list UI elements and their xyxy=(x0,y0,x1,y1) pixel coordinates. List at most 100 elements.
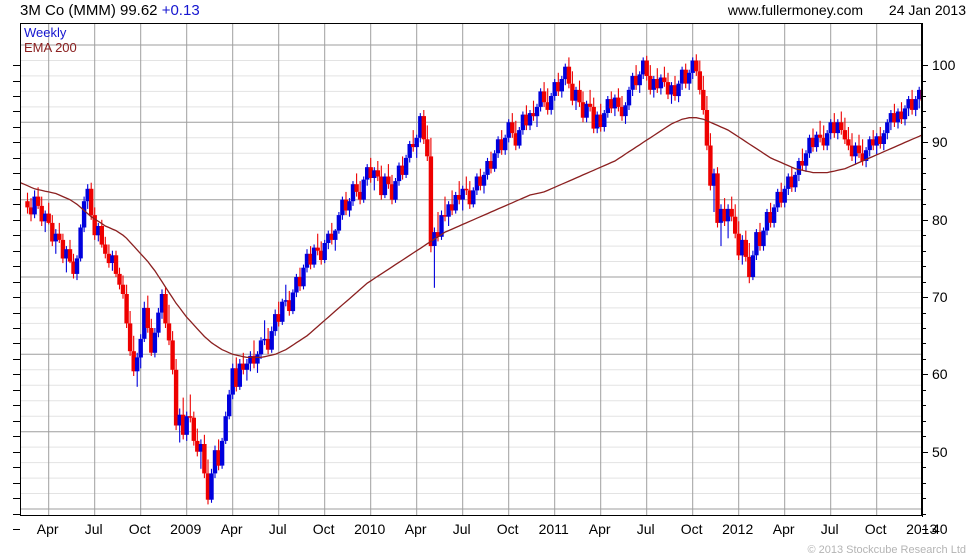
x-axis-label: 2011 xyxy=(538,521,569,537)
x-axis-label: Apr xyxy=(772,521,795,537)
price-change: +0.13 xyxy=(161,2,200,19)
y-axis-left-tick xyxy=(13,250,20,252)
y-axis-left-tick xyxy=(13,142,20,144)
x-axis-label: Jul xyxy=(636,521,655,537)
y-axis-left-tick xyxy=(13,95,20,97)
y-axis-left-tick xyxy=(13,420,20,422)
y-axis-left-tick xyxy=(13,405,20,407)
y-axis-label: 80 xyxy=(932,211,948,228)
candlestick-series xyxy=(21,54,921,505)
x-axis-label: Oct xyxy=(680,521,703,537)
y-axis-left-tick xyxy=(13,266,20,268)
y-axis-label: 100 xyxy=(932,57,956,73)
chart-date: 24 Jan 2013 xyxy=(888,2,966,18)
x-axis-label: Apr xyxy=(36,521,59,537)
y-axis-tick xyxy=(922,358,926,360)
y-axis-left-tick xyxy=(13,451,20,453)
y-axis-tick xyxy=(922,312,926,314)
x-axis-label: 2010 xyxy=(354,521,386,537)
x-axis: Apr Jul Oct 2009 Apr Jul Oct 2010 Apr Jul Oct 2011 A… xyxy=(20,516,937,546)
y-axis-left-tick xyxy=(13,436,20,438)
x-axis-label: 2012 xyxy=(722,521,754,537)
y-axis-line xyxy=(922,23,923,517)
y-axis-label: 70 xyxy=(932,289,948,305)
x-axis-label: 2009 xyxy=(170,521,202,537)
y-axis-tick xyxy=(922,327,926,329)
y-axis-tick xyxy=(922,80,926,82)
x-axis-label: Jul xyxy=(268,521,287,537)
y-axis-tick xyxy=(922,420,926,422)
y-axis-tick xyxy=(922,173,926,175)
y-axis-tick xyxy=(922,188,926,190)
y-axis-tick xyxy=(922,405,926,407)
plot-inner xyxy=(21,24,921,515)
x-axis-label: Apr xyxy=(404,521,427,537)
y-axis-tick xyxy=(922,235,926,237)
y-axis-left-tick xyxy=(13,111,20,113)
chart-header: 3M Co (MMM) 99.62 +0.13 www.fullermoney.… xyxy=(0,0,980,23)
y-axis-left-tick xyxy=(13,126,20,128)
y-axis-tick xyxy=(922,297,928,298)
copyright-notice: © 2013 Stockcube Research Ltd xyxy=(807,544,966,556)
y-axis-label: 60 xyxy=(932,366,948,383)
y-axis-tick xyxy=(922,436,926,438)
y-axis-left-tick xyxy=(13,389,20,391)
y-axis-left-tick xyxy=(13,235,20,237)
x-axis-label: Jul xyxy=(820,521,839,537)
website-label: www.fullermoney.com xyxy=(727,2,864,18)
x-axis-label: Oct xyxy=(496,521,519,537)
y-axis-tick xyxy=(922,374,928,376)
y-axis-tick xyxy=(922,281,926,283)
y-axis-left-tick xyxy=(13,157,20,159)
x-axis-label: Jul xyxy=(84,521,103,537)
y-axis-tick xyxy=(922,142,928,144)
price-chart-plot-area: Weekly EMA 200 xyxy=(20,23,922,516)
legend-item-ema200: EMA 200 xyxy=(24,40,77,55)
y-axis-tick xyxy=(922,343,926,345)
y-axis-tick xyxy=(922,95,926,97)
x-axis-label: Apr xyxy=(220,521,243,537)
y-axis-tick xyxy=(922,219,928,221)
header-meta: www.fullermoney.com 24 Jan 2013 xyxy=(728,2,966,18)
y-axis-left-tick xyxy=(13,482,20,484)
x-axis-label: 2013 xyxy=(906,521,938,537)
y-axis-tick xyxy=(922,451,928,453)
y-axis-label: 50 xyxy=(932,443,948,460)
chart-legend: Weekly EMA 200 xyxy=(24,25,77,55)
y-axis-left-tick xyxy=(13,312,20,314)
y-axis-left-tick xyxy=(13,297,20,298)
y-axis-tick xyxy=(922,111,926,113)
y-axis-left-tick xyxy=(13,327,20,329)
y-axis-label: 90 xyxy=(932,134,948,151)
y-axis-left-tick xyxy=(13,358,20,360)
y-axis-left-tick xyxy=(13,374,20,376)
x-axis-label: Oct xyxy=(128,521,151,537)
x-axis-label: Oct xyxy=(312,521,335,537)
y-axis-tick xyxy=(922,204,926,206)
y-axis-left-tick xyxy=(13,498,20,500)
y-axis-left-tick xyxy=(13,188,20,190)
y-axis-tick xyxy=(922,126,926,128)
y-axis-left-tick xyxy=(13,80,20,82)
instrument-title: 3M Co (MMM) 99.62 +0.13 xyxy=(20,2,200,19)
y-axis: 100 90 80 70 60 50 40 xyxy=(922,23,980,536)
y-axis-tick xyxy=(922,65,928,66)
y-axis-tick xyxy=(922,513,926,515)
y-axis-left-tick xyxy=(13,65,20,66)
y-axis-tick xyxy=(922,389,926,391)
y-axis-left-tick xyxy=(13,281,20,283)
y-axis-left-tick xyxy=(13,513,20,515)
y-axis-left-tick xyxy=(13,343,20,345)
y-axis-tick xyxy=(922,467,926,469)
y-axis-tick xyxy=(922,529,928,530)
x-axis-label: Oct xyxy=(864,521,887,537)
y-axis-tick xyxy=(922,482,926,484)
y-axis-tick xyxy=(922,498,926,500)
y-axis-tick xyxy=(922,250,926,252)
y-axis-left-tick xyxy=(13,529,20,530)
instrument-name-and-price: 3M Co (MMM) 99.62 xyxy=(20,2,158,19)
legend-item-timeframe: Weekly xyxy=(24,25,67,40)
y-axis-tick xyxy=(922,157,926,159)
y-axis-label: 40 xyxy=(932,521,948,537)
